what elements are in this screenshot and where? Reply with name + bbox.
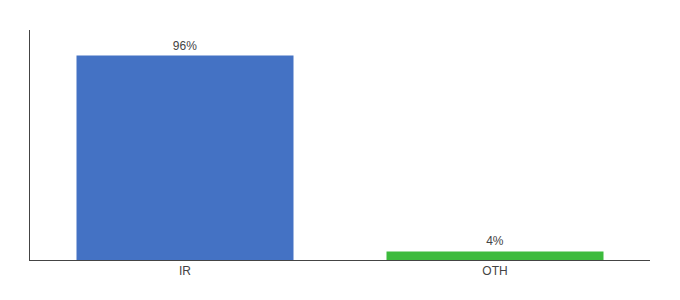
svg-text:4%: 4% [486, 234, 504, 248]
svg-text:96%: 96% [173, 39, 197, 53]
svg-text:IR: IR [179, 264, 191, 278]
svg-text:OTH: OTH [482, 264, 507, 278]
